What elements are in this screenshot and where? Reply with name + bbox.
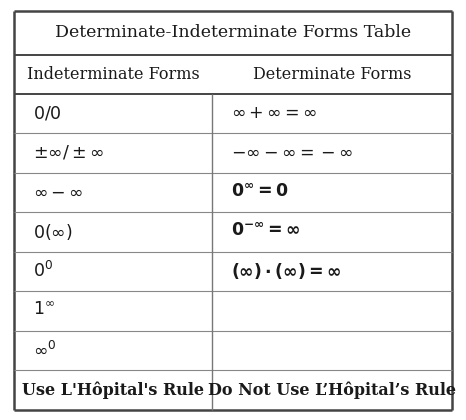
Text: Determinate Forms: Determinate Forms	[253, 66, 411, 83]
Text: $1^{\infty}$: $1^{\infty}$	[33, 302, 55, 320]
Text: $\mathbf{0^{\infty} = 0}$: $\mathbf{0^{\infty} = 0}$	[231, 184, 288, 201]
Text: $\infty - \infty$: $\infty - \infty$	[33, 184, 83, 201]
Text: Determinate-Indeterminate Forms Table: Determinate-Indeterminate Forms Table	[55, 24, 411, 41]
Text: Use L'Hôpital's Rule: Use L'Hôpital's Rule	[22, 381, 204, 399]
Text: Indeterminate Forms: Indeterminate Forms	[27, 66, 199, 83]
Text: $0^0$: $0^0$	[33, 261, 53, 281]
Text: $\infty + \infty = \infty$: $\infty + \infty = \infty$	[231, 105, 317, 122]
Text: $-\infty - \infty = -\infty$: $-\infty - \infty = -\infty$	[231, 144, 353, 161]
Text: $0/0$: $0/0$	[33, 105, 62, 122]
Text: $\mathbf{(\infty)\cdot(\infty) = \infty}$: $\mathbf{(\infty)\cdot(\infty) = \infty}…	[231, 261, 341, 281]
Text: Do ​​Not​​ Use L’Hôpital’s Rule: Do ​​Not​​ Use L’Hôpital’s Rule	[208, 381, 456, 399]
Text: $\pm\infty/\pm\infty$: $\pm\infty/\pm\infty$	[33, 144, 103, 162]
Text: $0(\infty)$: $0(\infty)$	[33, 222, 72, 242]
Text: $\infty^0$: $\infty^0$	[33, 342, 56, 359]
Text: $\mathbf{0^{-\infty} = \infty}$: $\mathbf{0^{-\infty} = \infty}$	[231, 223, 300, 241]
